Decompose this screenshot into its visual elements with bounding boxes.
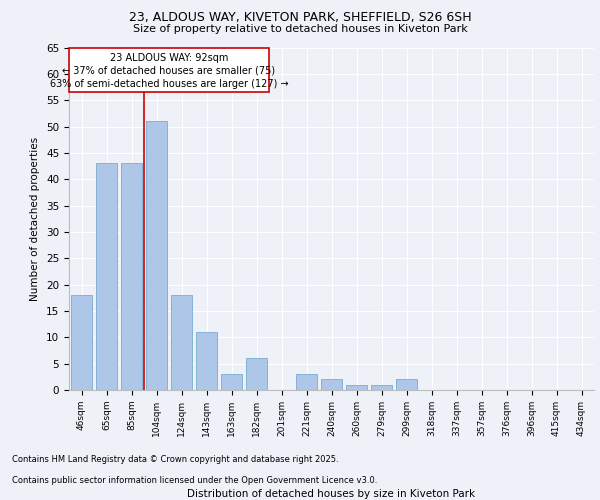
Text: Contains public sector information licensed under the Open Government Licence v3: Contains public sector information licen… <box>12 476 377 485</box>
Bar <box>71 295 92 390</box>
Bar <box>371 384 392 390</box>
Bar <box>321 380 342 390</box>
Text: ← 37% of detached houses are smaller (75): ← 37% of detached houses are smaller (75… <box>62 66 275 76</box>
Bar <box>171 295 192 390</box>
Bar <box>121 164 142 390</box>
X-axis label: Distribution of detached houses by size in Kiveton Park: Distribution of detached houses by size … <box>187 489 476 499</box>
Bar <box>146 122 167 390</box>
Bar <box>196 332 217 390</box>
Text: Size of property relative to detached houses in Kiveton Park: Size of property relative to detached ho… <box>133 24 467 34</box>
FancyBboxPatch shape <box>69 48 269 92</box>
Bar <box>221 374 242 390</box>
Bar <box>246 358 267 390</box>
Text: Contains HM Land Registry data © Crown copyright and database right 2025.: Contains HM Land Registry data © Crown c… <box>12 455 338 464</box>
Text: 63% of semi-detached houses are larger (127) →: 63% of semi-detached houses are larger (… <box>50 79 289 89</box>
Text: 23 ALDOUS WAY: 92sqm: 23 ALDOUS WAY: 92sqm <box>110 53 228 63</box>
Text: 23, ALDOUS WAY, KIVETON PARK, SHEFFIELD, S26 6SH: 23, ALDOUS WAY, KIVETON PARK, SHEFFIELD,… <box>128 11 472 24</box>
Bar <box>346 384 367 390</box>
Bar <box>396 380 417 390</box>
Bar <box>96 164 117 390</box>
Bar <box>296 374 317 390</box>
Y-axis label: Number of detached properties: Number of detached properties <box>31 136 40 301</box>
